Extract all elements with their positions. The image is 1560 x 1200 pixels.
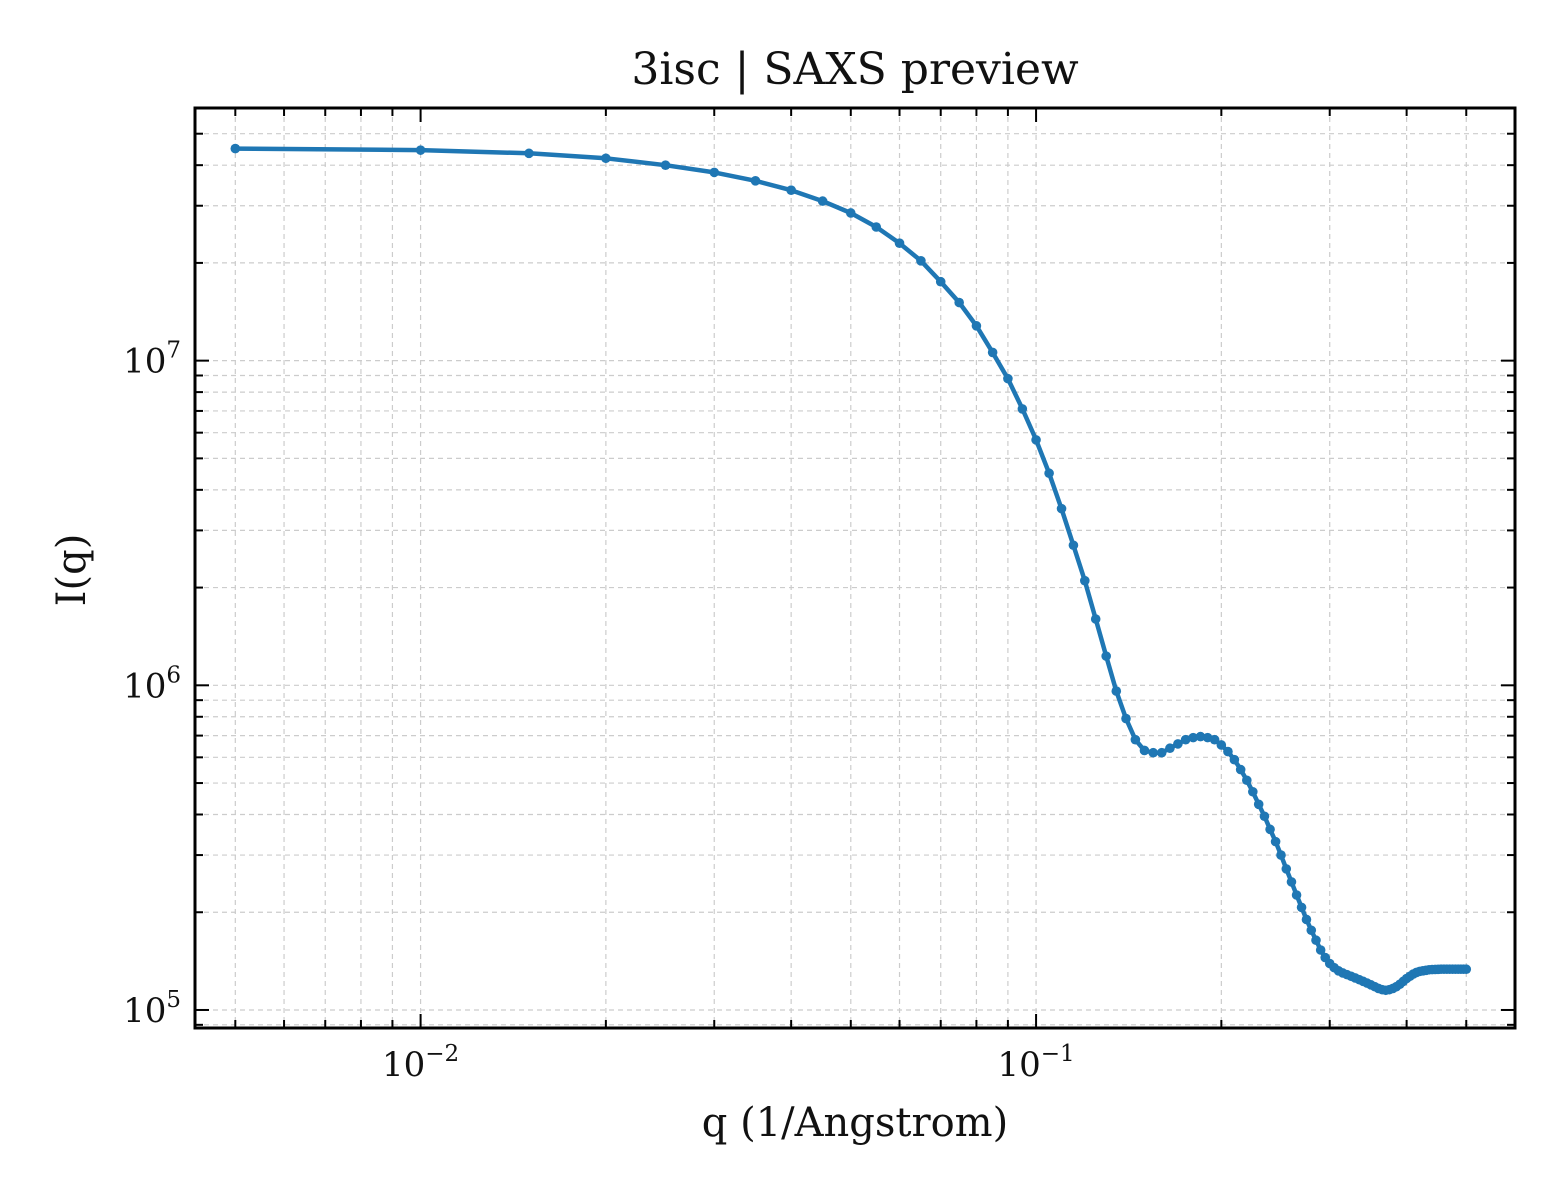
data-point: [1044, 468, 1054, 479]
data-point: [660, 160, 671, 170]
data-point: [894, 238, 905, 248]
data-point: [1276, 850, 1286, 860]
data-point: [1130, 734, 1141, 745]
data-point: [1195, 731, 1206, 742]
data-point: [1003, 373, 1013, 384]
x-axis-label: q (1/Angstrom): [702, 1100, 1008, 1146]
data-point: [1209, 734, 1220, 745]
data-point: [1248, 786, 1258, 797]
data-point: [1031, 435, 1041, 445]
data-point: [1270, 836, 1281, 847]
data-point: [1173, 739, 1183, 749]
data-point: [1315, 945, 1326, 955]
data-point: [601, 153, 611, 164]
data-point: [415, 145, 426, 155]
data-point: [1101, 651, 1111, 661]
data-point: [1242, 775, 1252, 786]
data-point: [1165, 743, 1175, 754]
data-point: [1265, 824, 1275, 835]
data-point: [1296, 902, 1307, 913]
data-point: [1235, 764, 1246, 775]
grid-lines: [195, 107, 1515, 1028]
data-point: [935, 276, 946, 287]
data-point: [916, 256, 926, 266]
data-point: [1017, 404, 1028, 414]
data-point: [1188, 732, 1198, 743]
data-point: [954, 297, 964, 308]
x-tick-label: 10−1: [997, 1041, 1074, 1085]
y-axis-label: I(q): [49, 534, 95, 607]
data-point: [524, 148, 534, 159]
tick-labels: 10−2 10−1 105 106 107: [123, 338, 1075, 1085]
data-point: [1121, 713, 1131, 724]
data-point: [1311, 935, 1321, 946]
data-point: [817, 196, 828, 206]
data-point: [1461, 964, 1472, 975]
data-point: [1281, 864, 1292, 874]
data-series: [230, 143, 1472, 996]
data-point: [1291, 890, 1302, 900]
data-point: [1301, 914, 1312, 925]
data-point: [1286, 877, 1297, 887]
data-point: [1139, 745, 1150, 756]
data-point: [1223, 746, 1233, 757]
data-point: [1056, 503, 1067, 514]
data-point: [1180, 734, 1191, 745]
data-point: [845, 208, 856, 218]
chart-title: 3isc | SAXS preview: [631, 44, 1079, 95]
data-point: [1068, 540, 1079, 551]
data-point: [1111, 686, 1122, 696]
data-point: [971, 321, 982, 331]
data-point: [750, 176, 761, 186]
data-point: [786, 185, 796, 195]
data-point: [987, 347, 998, 358]
data-point: [230, 143, 241, 154]
data-point: [1080, 575, 1090, 586]
y-tick-label: 107: [123, 338, 181, 382]
data-point: [1259, 811, 1270, 822]
x-tick-label: 10−2: [382, 1041, 459, 1085]
data-point: [1156, 747, 1167, 758]
data-point: [709, 167, 720, 178]
y-tick-label: 105: [123, 987, 181, 1031]
data-point: [1148, 747, 1159, 758]
data-point: [1216, 740, 1227, 750]
data-point: [1229, 754, 1240, 765]
plot-frame: [193, 106, 1517, 1030]
data-point: [871, 222, 882, 232]
data-point: [1253, 799, 1264, 810]
data-point: [1090, 614, 1101, 624]
y-tick-label: 106: [123, 662, 181, 706]
data-point: [1306, 925, 1317, 936]
